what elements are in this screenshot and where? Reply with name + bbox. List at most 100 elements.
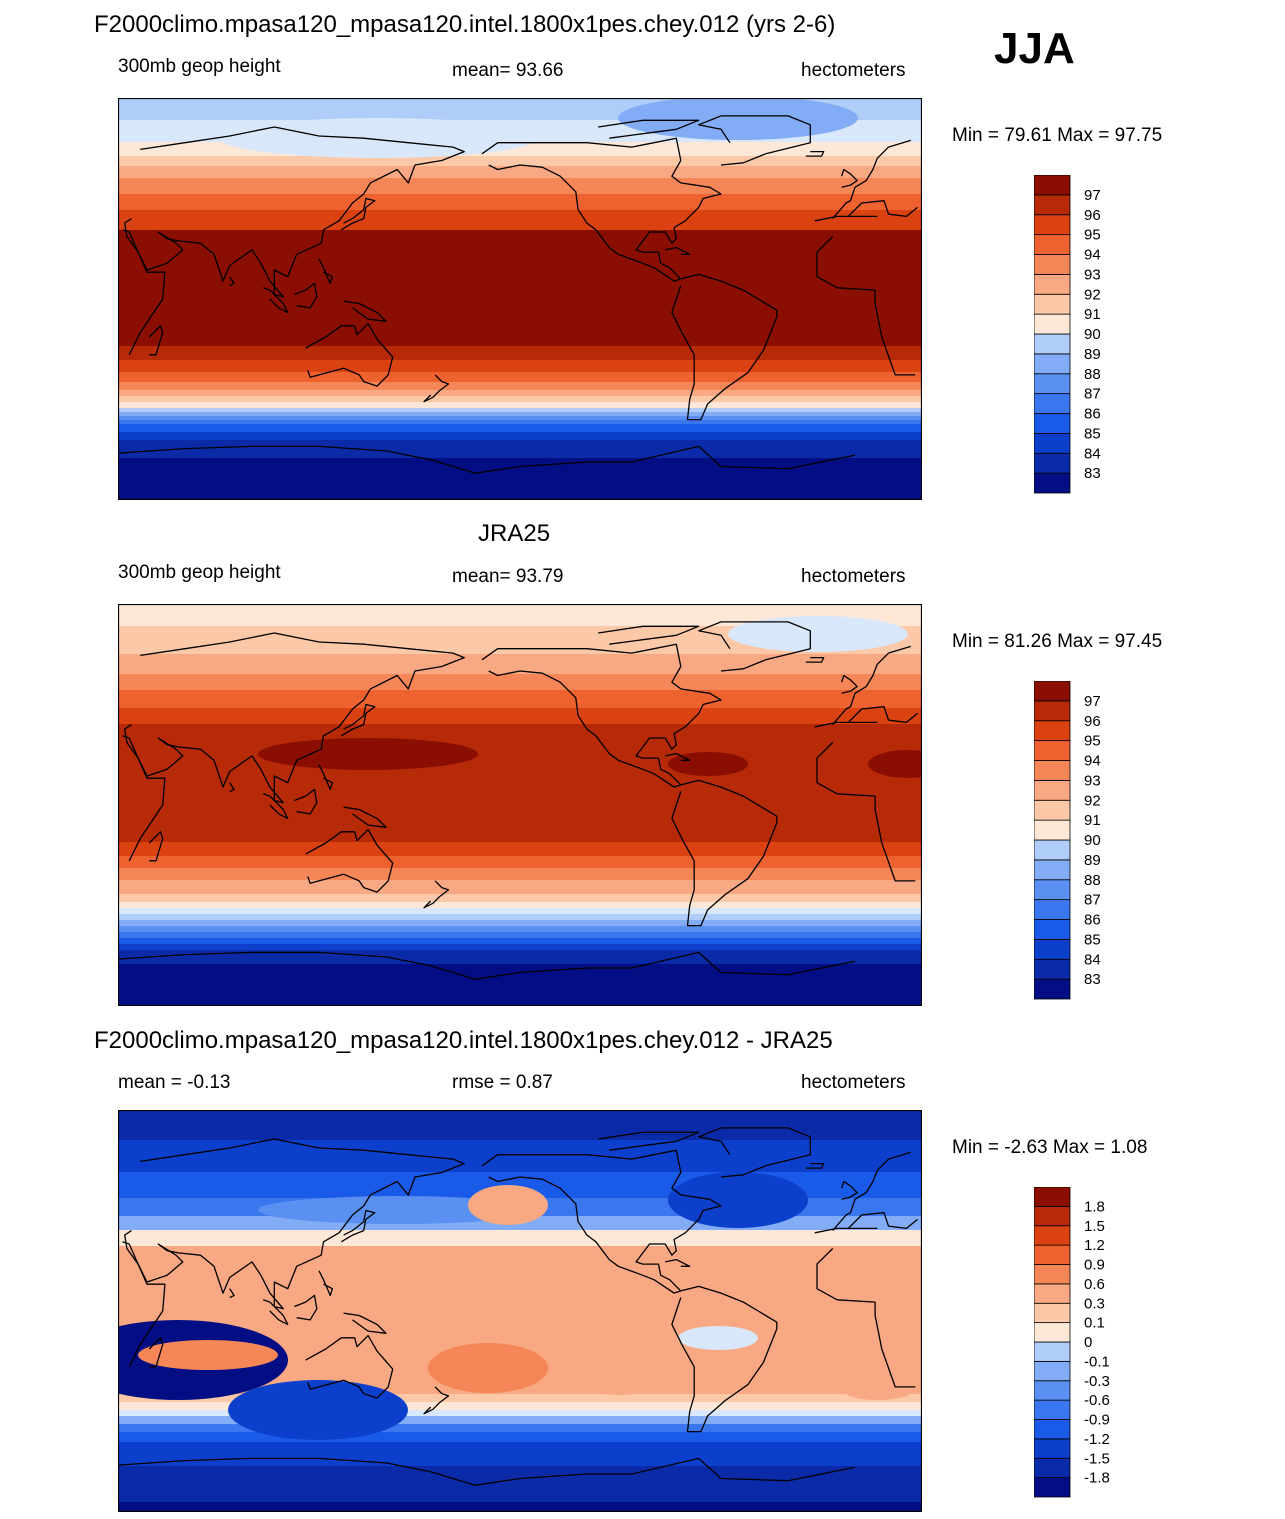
contour-band — [118, 210, 922, 230]
coastline — [481, 643, 722, 788]
coastline — [118, 951, 856, 980]
coastline — [148, 325, 164, 356]
contour-band — [118, 346, 922, 360]
colorbar-box — [1034, 273, 1071, 295]
colorbar-label: 90 — [1084, 832, 1101, 849]
contour-band — [118, 932, 922, 938]
colorbar-box — [1034, 819, 1071, 841]
coastline — [124, 126, 918, 298]
colorbar-label: 95 — [1084, 733, 1101, 750]
contour-band — [118, 1410, 922, 1416]
coastline — [148, 831, 164, 862]
contour-band — [118, 194, 922, 210]
coastline — [671, 273, 778, 421]
colorbar-box — [1034, 1477, 1071, 1498]
colorbar-label: 92 — [1084, 792, 1101, 809]
contour-band — [118, 908, 922, 914]
colorbar-box — [1034, 313, 1071, 335]
colorbar-label: 87 — [1084, 892, 1101, 909]
colorbar-box — [1034, 938, 1071, 960]
panel3-colorbar: -1.8 -1.5 -1.2 -0.9 -0.6 -0.3 -0.1 0 0.1 0.3 0.6 0.… — [1034, 1187, 1110, 1498]
colorbar-label: 85 — [1084, 425, 1101, 442]
colorbar-box — [1034, 254, 1071, 275]
colorbar-box — [1034, 839, 1071, 861]
coastline — [665, 246, 691, 255]
colorbar-label: 87 — [1084, 386, 1101, 403]
colorbar-label: -0.1 — [1084, 1353, 1110, 1370]
coastline — [318, 1270, 334, 1297]
coastline — [305, 322, 394, 387]
contour-blob — [668, 1172, 808, 1228]
coastlines — [118, 115, 918, 474]
panel3-map-plot — [118, 1110, 922, 1512]
coastline — [671, 779, 778, 927]
colorbar-box — [1034, 1341, 1071, 1362]
season-label: JJA — [994, 24, 1075, 73]
panel1-colorbar: 83 84 85 86 87 88 89 90 91 92 93 94 95 96 97 — [1034, 175, 1101, 494]
coastline — [423, 880, 450, 909]
contour-band — [118, 420, 922, 424]
map-frame — [118, 604, 922, 1006]
coastline — [262, 793, 289, 820]
contour-blob — [768, 1368, 848, 1388]
colorbar-box — [1034, 214, 1071, 236]
coastline — [229, 276, 235, 287]
colorbar-box — [1034, 432, 1071, 454]
colorbar-label: -0.6 — [1084, 1392, 1110, 1409]
coastline — [340, 703, 376, 737]
coastline — [124, 1138, 918, 1310]
colorbar-box — [1034, 1360, 1071, 1382]
colorbar-box — [1034, 1283, 1071, 1304]
contour-band — [118, 372, 922, 382]
colorbar-label: -0.9 — [1084, 1412, 1110, 1429]
contour-band — [118, 880, 922, 894]
coastline — [318, 764, 334, 791]
contour-band — [118, 604, 922, 626]
panel2-minmax: Min = 81.26 Max = 97.45 — [952, 631, 1163, 652]
contour-band — [118, 1416, 922, 1424]
contour-blob — [428, 1343, 548, 1393]
panel2-colorbar: 83 84 85 86 87 88 89 90 91 92 93 94 95 96 97 — [1034, 681, 1101, 1000]
contour-band — [118, 408, 922, 412]
contour-band — [118, 1424, 922, 1432]
contour-band — [118, 156, 922, 166]
contour-band — [118, 396, 922, 402]
colorbar-box — [1034, 958, 1071, 980]
contour-blob — [868, 750, 922, 778]
contour-band — [118, 856, 922, 868]
contour-band — [118, 178, 922, 194]
colorbar-box — [1034, 760, 1071, 781]
coastline — [481, 1149, 722, 1294]
colorbar-box — [1034, 740, 1071, 761]
colorbar-box — [1034, 700, 1071, 722]
colorbar-label: -1.8 — [1084, 1470, 1110, 1487]
contour-blob — [728, 616, 908, 652]
colorbar-label: 89 — [1084, 346, 1101, 363]
contour-band — [118, 842, 922, 856]
colorbar-box — [1034, 413, 1071, 434]
colorbar-label: 93 — [1084, 772, 1101, 789]
coastline — [229, 782, 235, 793]
colorbar-label: 86 — [1084, 912, 1101, 929]
coastline — [698, 621, 811, 672]
contour-blob — [578, 1365, 658, 1395]
coastline — [124, 632, 918, 804]
contour-band — [118, 230, 922, 346]
contour-band — [118, 1466, 922, 1502]
coastline — [262, 1299, 289, 1326]
colorbar-box — [1034, 978, 1071, 1000]
contour-band — [118, 166, 922, 178]
colorbar-box — [1034, 194, 1071, 216]
colorbar-label: 91 — [1084, 306, 1101, 323]
colorbar-label: 84 — [1084, 951, 1101, 968]
colorbar-label: 85 — [1084, 931, 1101, 948]
colorbar-box — [1034, 1399, 1071, 1420]
coastline — [229, 1288, 235, 1299]
colorbar-label: 92 — [1084, 286, 1101, 303]
contour-band — [118, 944, 922, 950]
coastline — [665, 752, 691, 761]
panel1-mean-label: mean= 93.66 — [452, 60, 564, 81]
colorbar-box — [1034, 1302, 1071, 1324]
contour-blob — [618, 98, 858, 140]
colorbar-label: 88 — [1084, 872, 1101, 889]
